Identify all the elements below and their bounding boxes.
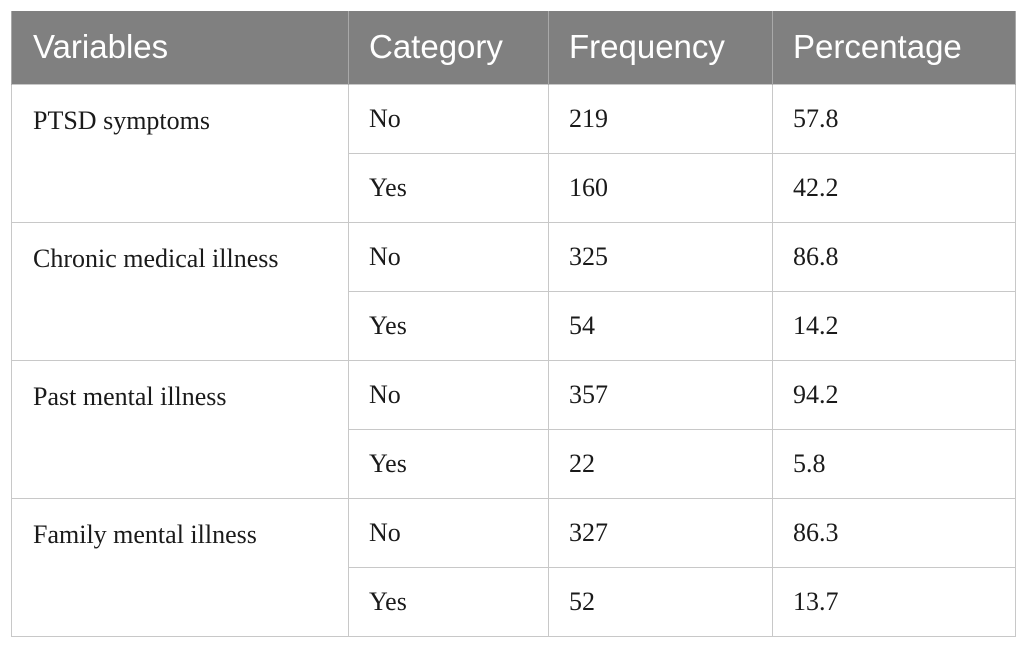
header-percentage: Percentage — [772, 11, 1016, 84]
category-cell: No — [348, 83, 549, 154]
frequency-cell: 325 — [548, 221, 773, 292]
variable-cell: PTSD symptoms — [11, 83, 349, 223]
frequency-cell: 327 — [548, 497, 773, 568]
category-cell: Yes — [348, 152, 549, 223]
table-row: Yes 22 5.8 — [12, 428, 1016, 499]
table-row: Yes 52 13.7 — [12, 566, 1016, 637]
frequency-cell: 219 — [548, 83, 773, 154]
category-cell: Yes — [348, 290, 549, 361]
frequency-cell: 22 — [548, 428, 773, 499]
header-variables: Variables — [11, 11, 349, 84]
category-cell: Yes — [348, 428, 549, 499]
percentage-cell: 86.8 — [772, 221, 1016, 292]
table-row: PTSD symptoms No 219 57.8 — [11, 83, 1016, 223]
percentage-cell: 14.2 — [772, 290, 1016, 361]
percentage-cell: 94.2 — [772, 359, 1016, 430]
frequency-cell: 357 — [548, 359, 773, 430]
table-row: Chronic medical illness No 325 86.8 — [11, 221, 1016, 361]
table-header: Variables Category Frequency Percentage — [11, 11, 1016, 84]
table-body: PTSD symptoms No 219 57.8 Yes 160 42.2 C… — [11, 83, 1016, 637]
variable-cell: Family mental illness — [11, 497, 349, 637]
variable-cell: Past mental illness — [11, 359, 349, 499]
category-cell: Yes — [348, 566, 549, 637]
percentage-cell: 13.7 — [772, 566, 1016, 637]
header-row: Variables Category Frequency Percentage — [11, 11, 1016, 84]
frequency-cell: 160 — [548, 152, 773, 223]
percentage-cell: 42.2 — [772, 152, 1016, 223]
percentage-cell: 5.8 — [772, 428, 1016, 499]
frequency-cell: 52 — [548, 566, 773, 637]
frequency-cell: 54 — [548, 290, 773, 361]
percentage-cell: 57.8 — [772, 83, 1016, 154]
variable-cell: Chronic medical illness — [11, 221, 349, 361]
table-row: Family mental illness No 327 86.3 — [11, 497, 1016, 637]
category-cell: No — [348, 221, 549, 292]
category-cell: No — [348, 497, 549, 568]
header-frequency: Frequency — [548, 11, 773, 84]
table-row: Yes 160 42.2 — [12, 152, 1016, 223]
data-table: Variables Category Frequency Percentage … — [11, 11, 1016, 637]
category-cell: No — [348, 359, 549, 430]
table-row: Past mental illness No 357 94.2 — [11, 359, 1016, 499]
percentage-cell: 86.3 — [772, 497, 1016, 568]
header-category: Category — [348, 11, 549, 84]
